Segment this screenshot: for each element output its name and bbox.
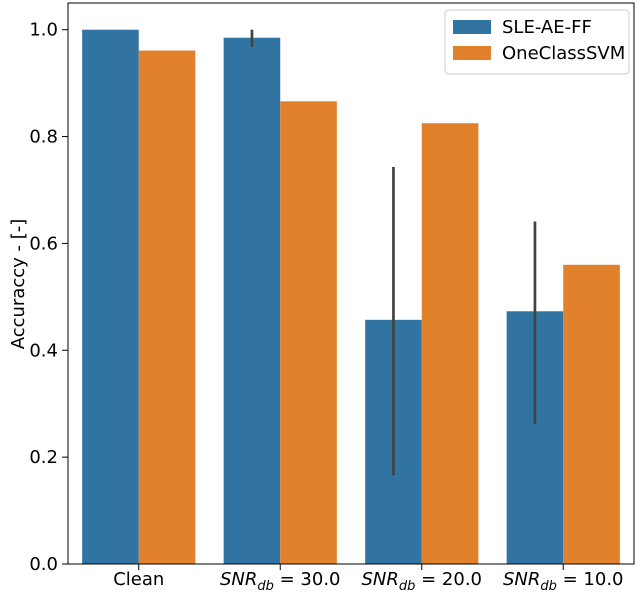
x-tick-label: Clean bbox=[113, 569, 164, 590]
x-ticks-layer: Clean SNRdb = 30.0 SNRdb = 20.0 SNRdb = 10.… bbox=[113, 564, 624, 592]
y-ticks-layer: 0.0 0.2 0.4 0.6 0.8 1.0 bbox=[29, 20, 68, 575]
y-tick-label: 0.0 bbox=[29, 554, 58, 575]
bar-sle-ae-ff-0 bbox=[82, 29, 139, 564]
bar-sle-ae-ff-1 bbox=[223, 37, 281, 565]
bar-oneclasssvm-0 bbox=[138, 50, 196, 565]
x-tick-label: SNRdb = 10.0 bbox=[503, 569, 624, 592]
legend: SLE-AE-FF OneClassSVM bbox=[444, 9, 630, 75]
y-tick-label: 0.4 bbox=[29, 340, 58, 361]
error-bars-layer bbox=[250, 29, 537, 476]
legend-label-sle-ae-ff: SLE-AE-FF bbox=[502, 17, 592, 38]
bar-oneclasssvm-2 bbox=[421, 123, 479, 565]
legend-swatch-sle-ae-ff bbox=[453, 20, 491, 34]
y-tick-label: 0.8 bbox=[29, 127, 58, 148]
y-tick-label: 0.2 bbox=[29, 447, 58, 468]
legend-label-oneclasssvm: OneClassSVM bbox=[502, 43, 625, 64]
y-tick-label: 0.6 bbox=[29, 233, 58, 254]
bars-layer bbox=[82, 29, 620, 565]
legend-swatch-oneclasssvm bbox=[453, 46, 491, 60]
x-tick-label: SNRdb = 30.0 bbox=[220, 569, 341, 592]
axes-layer bbox=[67, 2, 635, 565]
x-tick-label: SNRdb = 20.0 bbox=[361, 569, 482, 592]
bar-oneclasssvm-1 bbox=[280, 101, 337, 564]
bar-oneclasssvm-3 bbox=[563, 264, 620, 564]
y-axis-label: Accuraccy - [-] bbox=[8, 219, 29, 350]
plot-frame bbox=[67, 2, 635, 565]
y-tick-label: 1.0 bbox=[29, 20, 58, 41]
